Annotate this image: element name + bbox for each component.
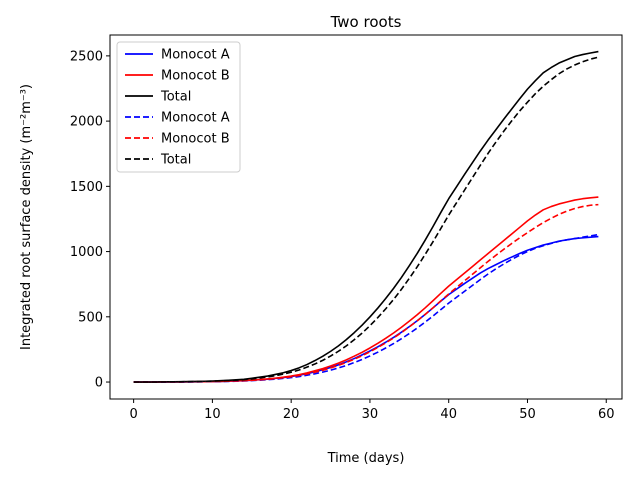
x-tick-label: 10	[204, 407, 221, 422]
y-tick-label: 500	[78, 310, 103, 325]
y-tick-label: 1500	[70, 180, 103, 195]
legend-label: Total	[160, 153, 191, 168]
y-tick-label: 2000	[70, 115, 103, 130]
legend-label: Monocot B	[161, 69, 230, 84]
x-tick-label: 0	[129, 407, 137, 422]
x-axis: 0 10 20 30 40 50 60	[129, 399, 615, 422]
legend-label: Monocot A	[161, 48, 230, 63]
x-tick-label: 60	[598, 407, 615, 422]
legend-label: Total	[160, 90, 191, 105]
y-axis: 0 500 1000 1500 2000 2500	[70, 49, 110, 391]
chart-title: Two roots	[330, 13, 402, 31]
legend-label: Monocot B	[161, 132, 230, 147]
plot-frame	[109, 34, 623, 400]
y-tick-label: 0	[95, 376, 103, 391]
legend-label: Monocot A	[161, 111, 230, 126]
legend: Monocot A Monocot B Total Monocot A Monocot …	[116, 41, 241, 173]
series-layer	[133, 50, 599, 383]
x-tick-label: 50	[519, 407, 536, 422]
x-tick-label: 40	[440, 407, 457, 422]
x-axis-label: Time (days)	[327, 451, 405, 466]
y-axis-label: Integrated root surface density (m⁻²m⁻³)	[19, 84, 34, 350]
y-tick-label: 1000	[70, 245, 103, 260]
x-tick-label: 20	[283, 407, 300, 422]
y-tick-label: 2500	[70, 49, 103, 64]
series-line-dashed-total	[133, 56, 599, 383]
x-tick-label: 30	[362, 407, 379, 422]
